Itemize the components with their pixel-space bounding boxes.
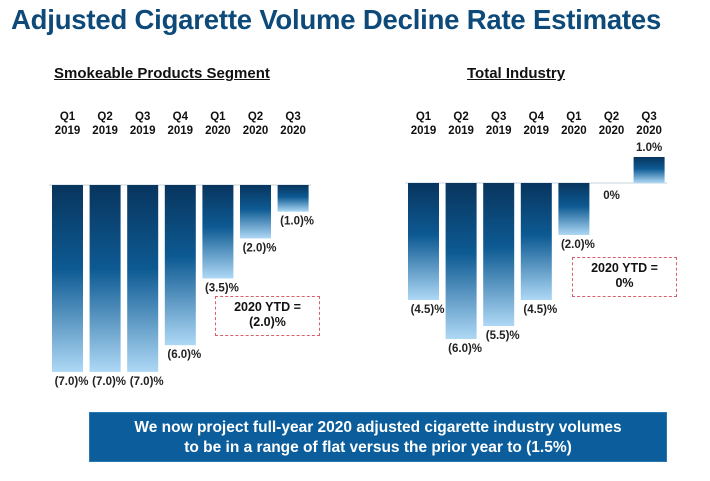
data-label: (1.0)% xyxy=(280,216,314,228)
category-label-year: 2019 xyxy=(524,125,550,137)
category-label-quarter: Q3 xyxy=(491,111,506,123)
banner-line-1: We now project full-year 2020 adjusted c… xyxy=(134,419,622,436)
projection-banner: We now project full-year 2020 adjusted c… xyxy=(89,412,667,462)
ytd-annotation-smokeable: 2020 YTD = (2.0)% xyxy=(215,296,320,336)
data-label: (3.5)% xyxy=(205,282,239,294)
category-label-quarter: Q1 xyxy=(210,111,226,123)
bar xyxy=(633,157,665,183)
bar xyxy=(520,183,552,300)
category-label-quarter: Q1 xyxy=(416,111,432,123)
data-label: (2.0)% xyxy=(561,239,595,251)
data-label: (7.0)% xyxy=(130,376,164,388)
bar xyxy=(202,185,234,279)
data-label: (7.0)% xyxy=(92,376,126,388)
category-label-year: 2019 xyxy=(448,125,474,137)
data-label: (6.0)% xyxy=(448,343,482,355)
category-label-year: 2020 xyxy=(561,125,587,137)
bar xyxy=(445,183,477,339)
data-label: (6.0)% xyxy=(167,349,201,361)
category-label-quarter: Q2 xyxy=(248,111,263,123)
ytd-label: 2020 YTD = xyxy=(234,300,301,314)
category-label-year: 2019 xyxy=(411,125,437,137)
data-label: (7.0)% xyxy=(55,376,89,388)
category-label-year: 2019 xyxy=(486,125,512,137)
category-label-quarter: Q3 xyxy=(285,111,300,123)
chart-total-industry: Q1 2019 (4.5)% Q2 2019 (6.0)% Q3 2019 (5.5)% Q4 20… xyxy=(405,111,668,355)
chart-smokeable-products: Q1 2019 (7.0)% Q2 2019 (7.0)% Q3 2019 (7.0)% Q4 20… xyxy=(49,111,314,388)
category-label-quarter: Q1 xyxy=(566,111,582,123)
data-label: (4.5)% xyxy=(411,304,445,316)
chart-title-total-industry: Total Industry xyxy=(467,65,566,82)
category-label-year: 2019 xyxy=(130,125,156,137)
category-label-quarter: Q2 xyxy=(604,111,619,123)
bar xyxy=(52,185,83,372)
category-label-quarter: Q2 xyxy=(97,111,112,123)
category-label-year: 2019 xyxy=(168,125,194,137)
chart-title-smokeable: Smokeable Products Segment xyxy=(54,65,270,82)
bar xyxy=(164,185,196,346)
bar xyxy=(408,183,439,300)
ytd-value: 0% xyxy=(615,276,634,290)
ytd-annotation-total-industry: 2020 YTD = 0% xyxy=(572,257,677,297)
banner-line-2: to be in a range of flat versus the prio… xyxy=(184,439,572,456)
ytd-label: 2020 YTD = xyxy=(591,261,658,275)
data-label: 0% xyxy=(603,190,620,202)
category-label-year: 2019 xyxy=(92,125,118,137)
bar xyxy=(89,185,121,372)
category-label-quarter: Q4 xyxy=(529,111,545,123)
category-label-quarter: Q1 xyxy=(60,111,76,123)
category-label-quarter: Q3 xyxy=(135,111,150,123)
category-label-year: 2019 xyxy=(55,125,81,137)
category-label-quarter: Q4 xyxy=(173,111,189,123)
bar xyxy=(483,183,515,326)
category-label-year: 2020 xyxy=(205,125,231,137)
category-label-quarter: Q3 xyxy=(641,111,656,123)
data-label: 1.0% xyxy=(636,142,662,154)
ytd-value: (2.0)% xyxy=(249,315,286,329)
category-label-year: 2020 xyxy=(636,125,662,137)
data-label: (5.5)% xyxy=(486,330,520,342)
category-label-quarter: Q2 xyxy=(453,111,468,123)
category-label-year: 2020 xyxy=(280,125,306,137)
bar xyxy=(277,185,309,212)
bar xyxy=(127,185,159,372)
data-label: (2.0)% xyxy=(243,242,277,254)
category-label-year: 2020 xyxy=(599,125,625,137)
bar xyxy=(558,183,590,235)
bar xyxy=(240,185,271,239)
category-label-year: 2020 xyxy=(243,125,269,137)
data-label: (4.5)% xyxy=(523,304,557,316)
page-title: Adjusted Cigarette Volume Decline Rate E… xyxy=(11,4,662,35)
